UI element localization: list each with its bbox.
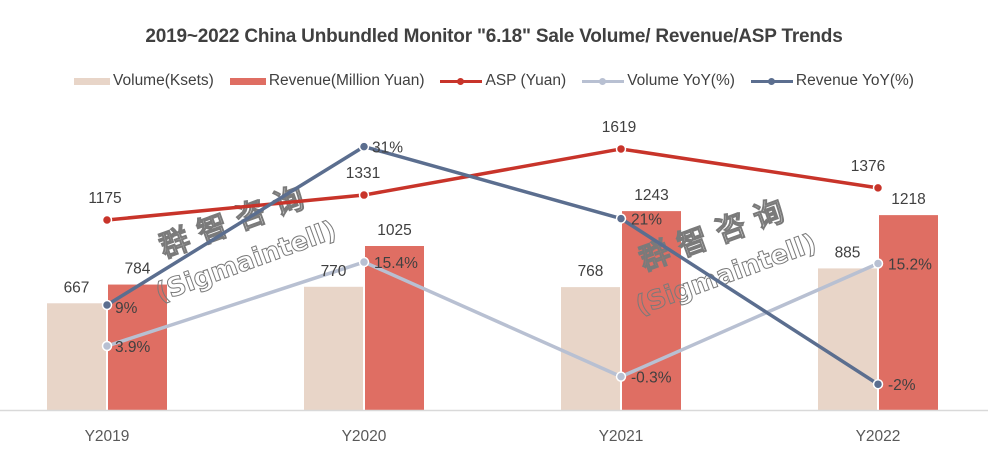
- bar-revenue-y2019: [108, 284, 167, 410]
- x-tick-label-y2020: Y2020: [342, 428, 387, 445]
- data-label-asp-y2019: 1175: [88, 190, 121, 207]
- data-label-revenue-y2021: 1243: [634, 187, 668, 204]
- legend-item-asp[interactable]: ASP (Yuan): [440, 72, 566, 90]
- chart-title: 2019~2022 China Unbundled Monitor "6.18"…: [145, 26, 843, 47]
- data-label-volume-yoy-y2019: 3.9%: [115, 339, 151, 356]
- point-volume-yoy-y2022: [872, 258, 884, 269]
- data-label-revenue-yoy-y2020: 31%: [372, 140, 403, 157]
- x-tick-label-y2019: Y2019: [85, 428, 130, 445]
- x-tick-label-y2022: Y2022: [856, 428, 901, 445]
- legend-label-revenue: Revenue(Million Yuan): [268, 72, 425, 89]
- legend-item-volume[interactable]: Volume(Ksets): [74, 72, 214, 90]
- point-asp-y2021: [615, 143, 627, 155]
- legend: Volume(Ksets) Revenue(Million Yuan) ASP …: [0, 72, 988, 90]
- data-label-asp-y2020: 1331: [346, 165, 380, 182]
- data-label-volume-yoy-y2022: 15.2%: [888, 257, 932, 274]
- point-asp-y2020: [358, 189, 370, 201]
- data-label-volume-yoy-y2021: -0.3%: [631, 370, 672, 387]
- labels-layer: 667 770 768 885 784 1025 1243 1218 3.9% 15.4% -0.3…: [64, 119, 933, 394]
- data-label-volume-y2021: 768: [578, 263, 604, 280]
- line-asp: [106, 147, 879, 222]
- legend-swatch-volume: [74, 77, 111, 85]
- data-label-revenue-y2019: 784: [125, 261, 151, 278]
- data-label-revenue-y2022: 1218: [891, 191, 925, 208]
- data-label-volume-yoy-y2020: 15.4%: [374, 255, 418, 272]
- watermark-layer: 群 智 咨 询(Sigmaintell) 群 智 咨 询(Sigmaintell): [151, 180, 821, 322]
- legend-item-volume-yoy[interactable]: Volume YoY(%): [582, 72, 735, 90]
- legend-item-revenue[interactable]: Revenue(Million Yuan): [229, 72, 425, 90]
- data-label-revenue-y2020: 1025: [377, 222, 411, 239]
- legend-label-revenue-yoy: Revenue YoY(%): [795, 72, 914, 89]
- lines-layer: [101, 141, 884, 390]
- point-revenue-yoy-y2022: [872, 378, 884, 390]
- point-volume-yoy-y2019: [101, 340, 113, 352]
- x-axis-labels: Y2019 Y2020 Y2021 Y2022: [85, 428, 901, 445]
- data-label-revenue-yoy-y2019: 9%: [115, 300, 138, 317]
- bar-revenue-y2020: [365, 246, 424, 410]
- point-revenue-yoy-y2021: [615, 213, 627, 224]
- point-asp-y2022: [872, 182, 884, 194]
- bar-volume-y2019: [47, 303, 106, 410]
- bar-revenue-y2021: [622, 211, 681, 410]
- point-revenue-yoy-y2020: [358, 141, 370, 152]
- legend-label-volume: Volume(Ksets): [113, 72, 214, 89]
- point-asp-y2019: [101, 214, 113, 226]
- data-label-volume-y2022: 885: [835, 244, 861, 261]
- data-label-revenue-yoy-y2022: -2%: [888, 377, 916, 394]
- bar-volume-y2021: [561, 287, 620, 410]
- data-label-asp-y2022: 1376: [851, 158, 885, 175]
- data-label-revenue-yoy-y2021: 21%: [631, 212, 662, 229]
- bar-volume-y2020: [304, 286, 363, 410]
- point-volume-yoy-y2021: [615, 371, 627, 382]
- point-revenue-yoy-y2019: [101, 299, 113, 311]
- legend-swatch-volume-yoy: [582, 76, 625, 86]
- line-revenue-yoy: [106, 144, 879, 386]
- legend-item-revenue-yoy[interactable]: Revenue YoY(%): [750, 72, 914, 90]
- legend-swatch-revenue-yoy: [750, 76, 793, 86]
- legend-label-asp: ASP (Yuan): [485, 72, 567, 89]
- line-volume-yoy: [106, 260, 879, 379]
- data-label-volume-y2020: 770: [321, 263, 347, 280]
- point-volume-yoy-y2020: [358, 256, 370, 268]
- bar-revenue-y2022: [879, 215, 938, 410]
- data-label-volume-y2019: 667: [64, 279, 90, 296]
- x-tick-label-y2021: Y2021: [599, 428, 644, 445]
- bar-volume-y2022: [818, 268, 877, 410]
- legend-swatch-revenue: [229, 77, 266, 85]
- legend-label-volume-yoy: Volume YoY(%): [627, 72, 735, 89]
- legend-swatch-asp: [440, 76, 483, 86]
- bars-layer: [47, 211, 938, 410]
- data-label-asp-y2021: 1619: [602, 119, 636, 136]
